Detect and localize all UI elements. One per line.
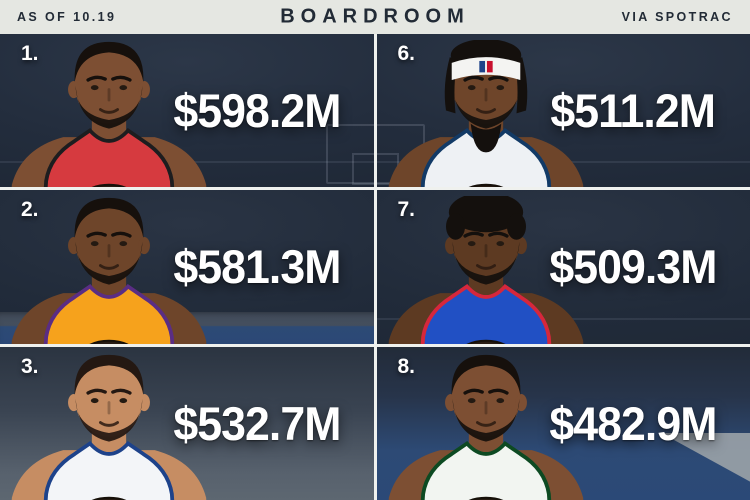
source-label: VIA SPOTRAC (621, 10, 733, 24)
rank-label: 2. (21, 198, 39, 222)
earnings-amount: $598.2M (173, 84, 341, 138)
earnings-cell-rank-1: 1. $598.2M (0, 34, 374, 188)
earnings-cell-rank-3: 3. $532.7M (0, 346, 374, 500)
rank-label: 8. (397, 354, 416, 378)
rank-label: 3. (21, 354, 39, 378)
header-bar: AS OF 10.19 BOARDROOM VIA SPOTRAC (0, 0, 750, 34)
earnings-cell-rank-6: 6. $511.2M (376, 34, 750, 188)
earnings-grid: 1. $598.2M 6. $511.2M 2. $581.3M 7. $509… (0, 34, 750, 500)
earnings-amount: $509.3M (549, 240, 718, 294)
rank-label: 1. (21, 42, 39, 65)
earnings-amount: $511.2M (550, 84, 717, 138)
rank-label: 7. (397, 198, 416, 222)
earnings-cell-rank-8: 8. $482.9M (376, 346, 750, 500)
earnings-amount: $581.3M (173, 240, 341, 294)
earnings-amount: $482.9M (549, 396, 718, 450)
earnings-cell-rank-2: 2. $581.3M (0, 190, 374, 344)
rank-label: 6. (397, 42, 416, 65)
earnings-amount: $532.7M (173, 396, 341, 450)
as-of-label: AS OF 10.19 (17, 10, 117, 24)
court-backboard-graphic (325, 124, 374, 186)
court-rim-graphic (351, 153, 374, 186)
boardroom-logo: BOARDROOM (280, 5, 470, 28)
earnings-cell-rank-7: 7. $509.3M (376, 190, 750, 344)
